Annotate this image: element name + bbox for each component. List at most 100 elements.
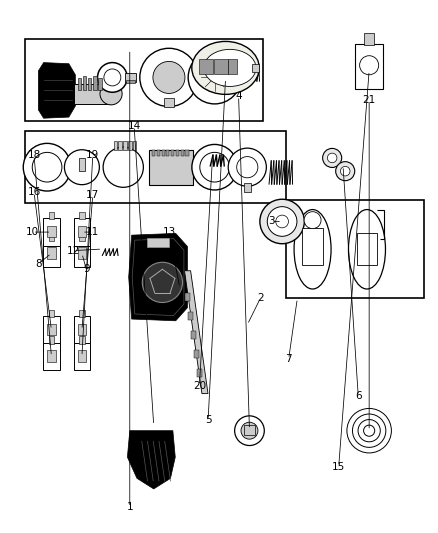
Bar — [126, 79, 135, 83]
Text: 13: 13 — [162, 227, 176, 237]
Circle shape — [340, 166, 350, 176]
Circle shape — [200, 63, 229, 92]
Bar — [25, 39, 262, 121]
Text: 7: 7 — [285, 354, 292, 364]
Text: 4: 4 — [235, 91, 242, 101]
Text: 5: 5 — [205, 415, 212, 425]
Text: 19: 19 — [86, 150, 99, 160]
Text: 15: 15 — [332, 462, 345, 472]
Circle shape — [104, 69, 121, 86]
Text: 9: 9 — [83, 264, 89, 274]
Bar — [79, 310, 85, 317]
Text: 16: 16 — [28, 188, 41, 197]
Bar — [191, 331, 196, 339]
Circle shape — [235, 416, 264, 446]
Bar — [79, 158, 85, 172]
Bar — [157, 150, 160, 156]
Circle shape — [336, 161, 355, 181]
Bar — [25, 132, 286, 203]
Bar — [244, 183, 251, 191]
Text: 14: 14 — [127, 121, 141, 131]
Polygon shape — [184, 271, 208, 393]
Bar — [78, 225, 86, 237]
Bar — [43, 219, 60, 246]
Bar — [93, 76, 97, 90]
Circle shape — [188, 51, 241, 104]
Bar — [49, 233, 54, 240]
Polygon shape — [127, 431, 175, 489]
Bar — [118, 141, 122, 150]
Bar — [49, 336, 54, 344]
Bar — [123, 141, 127, 150]
Text: 2: 2 — [257, 293, 264, 303]
Bar — [99, 78, 102, 90]
Bar — [78, 324, 86, 335]
Circle shape — [304, 212, 321, 229]
Ellipse shape — [349, 209, 385, 289]
Circle shape — [23, 143, 71, 191]
Circle shape — [260, 199, 304, 244]
Bar — [214, 59, 228, 74]
Circle shape — [241, 422, 258, 439]
Bar — [79, 212, 85, 220]
Bar — [171, 150, 174, 156]
Bar — [147, 238, 169, 247]
Text: 3: 3 — [268, 216, 275, 227]
Circle shape — [360, 56, 379, 75]
Text: 17: 17 — [86, 190, 99, 200]
Text: 11: 11 — [86, 227, 99, 237]
Text: 18: 18 — [28, 150, 41, 160]
Bar — [176, 150, 179, 156]
Bar — [79, 336, 85, 344]
Text: 12: 12 — [67, 246, 80, 256]
Bar — [88, 78, 92, 90]
Bar — [194, 350, 199, 358]
Polygon shape — [39, 62, 75, 118]
Bar — [78, 78, 81, 90]
Circle shape — [98, 62, 127, 92]
Circle shape — [64, 150, 99, 184]
Circle shape — [237, 157, 258, 178]
Bar — [114, 141, 117, 150]
Bar — [47, 324, 56, 335]
Bar — [74, 84, 111, 104]
Bar — [188, 312, 193, 320]
Bar — [43, 343, 60, 370]
Circle shape — [32, 152, 62, 182]
Bar — [185, 293, 190, 301]
Bar — [152, 150, 155, 156]
Bar — [43, 239, 60, 267]
Text: 21: 21 — [363, 95, 376, 104]
Text: 1: 1 — [127, 503, 133, 512]
Circle shape — [323, 148, 342, 167]
Bar — [164, 98, 174, 107]
Bar — [181, 150, 184, 156]
Circle shape — [267, 207, 297, 236]
Bar — [244, 425, 254, 435]
Circle shape — [276, 215, 289, 228]
Text: 6: 6 — [355, 391, 362, 401]
Circle shape — [327, 153, 337, 163]
Ellipse shape — [204, 50, 256, 86]
Text: 8: 8 — [35, 259, 42, 269]
Bar — [252, 63, 259, 72]
Bar — [357, 233, 377, 265]
Bar — [128, 141, 131, 150]
Bar — [49, 310, 54, 317]
Circle shape — [142, 262, 183, 303]
Bar — [302, 228, 323, 265]
Bar — [133, 141, 136, 150]
Bar — [83, 76, 86, 90]
Bar — [228, 59, 237, 74]
Bar — [79, 233, 85, 240]
Bar — [355, 44, 383, 89]
Circle shape — [100, 83, 122, 105]
Bar — [74, 219, 90, 246]
Circle shape — [192, 144, 237, 190]
Circle shape — [228, 148, 266, 186]
Bar — [197, 369, 202, 377]
Bar — [185, 150, 188, 156]
Circle shape — [200, 152, 230, 182]
Bar — [162, 150, 165, 156]
Polygon shape — [129, 233, 187, 321]
